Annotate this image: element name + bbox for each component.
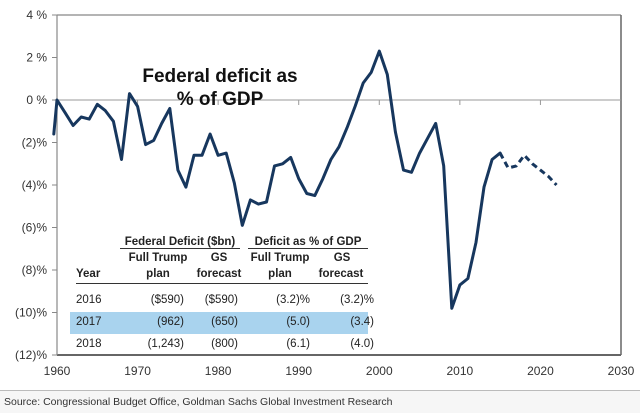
trump-pct-cell: (5.0)	[286, 316, 310, 328]
chart-title-line-1: Federal deficit as	[142, 66, 297, 87]
year-cell: 2017	[76, 316, 102, 328]
gs-bn-cell: ($590)	[204, 294, 238, 306]
col-header-year: Year	[76, 268, 101, 280]
col-header-trump-pct-2: plan	[268, 268, 292, 280]
col-header-gs-pct-2: forecast	[318, 268, 364, 280]
x-tick-label: 2000	[366, 364, 393, 378]
table-row: 2017 (962) (650) (5.0) (3.4)	[70, 312, 374, 334]
col-header-trump-pct-1: Full Trump	[250, 252, 310, 264]
y-tick-label: (10)%	[15, 306, 47, 320]
x-tick-label: 1980	[205, 364, 232, 378]
col-header-gs-bn-2: forecast	[196, 268, 242, 280]
trump-bn-cell: (962)	[157, 316, 184, 328]
x-tick-label: 1990	[285, 364, 312, 378]
trump-bn-cell: ($590)	[150, 294, 184, 306]
gs-pct-cell: (3.2)%	[340, 294, 374, 306]
y-tick-label: 0 %	[26, 93, 47, 107]
y-tick-label: 2 %	[26, 51, 47, 65]
series-group	[52, 49, 558, 310]
col-header-gs-bn-1: GS	[210, 252, 228, 264]
actual-line	[52, 49, 502, 310]
trump-bn-cell: (1,243)	[147, 338, 184, 350]
x-tick-label: 1970	[124, 364, 151, 378]
x-tick-label: 2010	[447, 364, 474, 378]
table-subheader-row-1: Full Trump GS Full Trump GS	[76, 252, 368, 268]
x-tick-label: 2020	[527, 364, 554, 378]
gs-pct-cell: (3.4)	[350, 316, 374, 328]
gs-bn-cell: (800)	[211, 338, 238, 350]
y-tick-label: (4)%	[22, 178, 48, 192]
source-background	[0, 391, 640, 413]
table-row: 2018 (1,243) (800) (6.1) (4.0)	[70, 334, 374, 356]
gs-bn-cell: (650)	[211, 316, 238, 328]
x-tick-label: 1960	[44, 364, 71, 378]
col-header-trump-bn-1: Full Trump	[128, 252, 188, 264]
trump-pct-cell: (6.1)	[286, 338, 310, 350]
chart-title-line-2: % of GDP	[177, 89, 264, 110]
group-header-federal-deficit: Federal Deficit ($bn)	[120, 236, 240, 249]
y-tick-label: (8)%	[22, 263, 48, 277]
y-tick-label: (6)%	[22, 221, 48, 235]
table-body: 2016 ($590) ($590) (3.2)% (3.2)% 2017 (962) (65…	[70, 290, 374, 356]
col-header-gs-pct-1: GS	[333, 252, 351, 264]
table-group-header-row: Federal Deficit ($bn) Deficit as % of GD…	[76, 236, 368, 252]
y-tick-label: 4 %	[26, 8, 47, 22]
year-cell: 2016	[76, 294, 102, 306]
col-header-trump-bn-2: plan	[146, 268, 170, 280]
y-tick-label: (2)%	[22, 136, 48, 150]
table-subheader-row-2: Year plan forecast plan forecast	[76, 268, 368, 284]
x-tick-label: 2030	[608, 364, 635, 378]
trump-pct-cell: (3.2)%	[276, 294, 310, 306]
axes: 4 % 2 % 0 % (2)% (4)% (6)% (8)% (10)% (12)% 1960 1…	[15, 8, 635, 378]
year-cell: 2018	[76, 338, 102, 350]
deficit-table: Federal Deficit ($bn) Deficit as % of GD…	[70, 236, 374, 356]
forecast-line	[498, 152, 558, 187]
group-header-deficit-pct: Deficit as % of GDP	[248, 236, 368, 249]
y-tick-label: (12)%	[15, 348, 47, 362]
source-divider	[0, 390, 640, 391]
table-row: 2016 ($590) ($590) (3.2)% (3.2)%	[70, 290, 374, 312]
source-note: Source: Congressional Budget Office, Gol…	[4, 396, 393, 408]
gs-pct-cell: (4.0)	[350, 338, 374, 350]
